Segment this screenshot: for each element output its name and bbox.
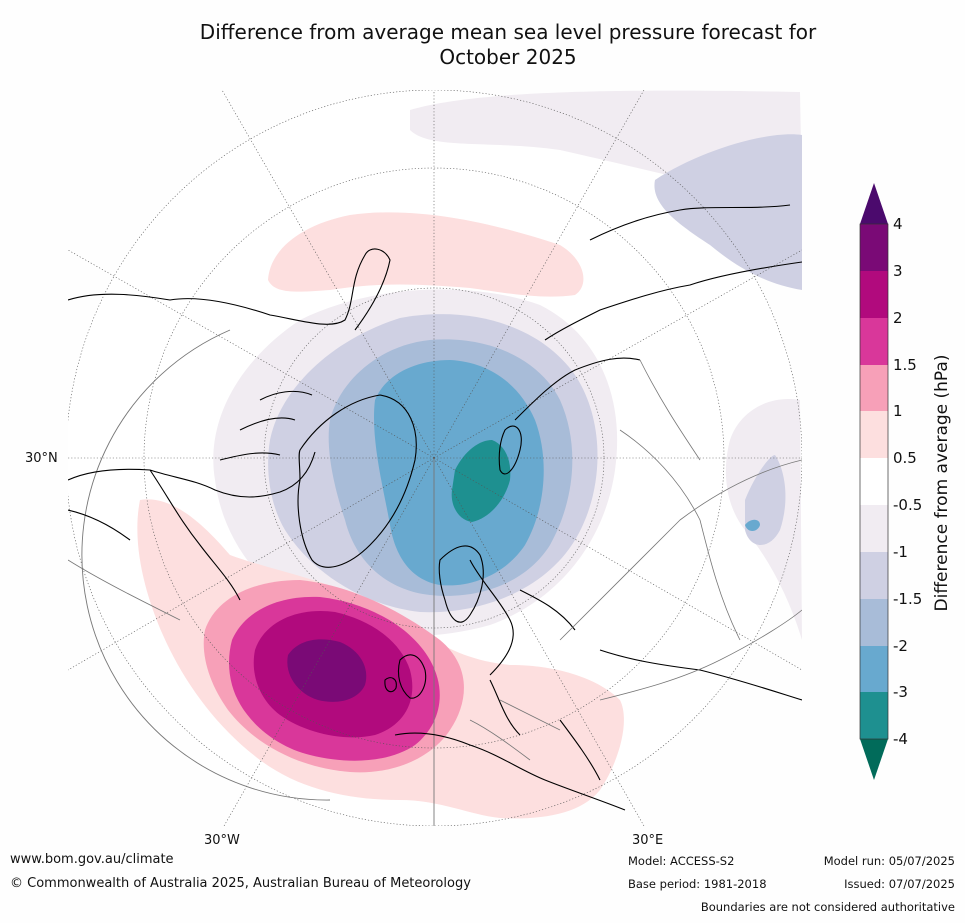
graticule xyxy=(68,90,802,826)
latitude-circle-outer xyxy=(81,329,331,801)
colorbar-tick: -2 xyxy=(893,637,908,655)
colorbar-tick: 0.5 xyxy=(893,449,917,467)
colorbar-tick: -3 xyxy=(893,683,908,701)
map-layer xyxy=(68,90,802,826)
anomaly-pos3-atlantic xyxy=(287,639,367,702)
footer-disclaimer: Boundaries are not considered authoritat… xyxy=(700,900,955,914)
coast-eurasia xyxy=(469,204,802,701)
colorbar-swatch-05-1 xyxy=(860,411,888,458)
coast-novaya-zemlya xyxy=(498,425,522,475)
coastlines xyxy=(68,204,802,811)
footer-url: www.bom.gov.au/climate xyxy=(10,852,174,867)
colorbar-tick: -4 xyxy=(893,730,908,748)
anomaly-neg1-ne xyxy=(654,134,802,290)
footer-issued: Issued: 07/07/2025 xyxy=(844,877,955,891)
colorbar-tick: -1.5 xyxy=(893,590,923,608)
title-line-1: Difference from average mean sea level p… xyxy=(199,20,817,44)
colorbar-label: Difference from average (hPa) xyxy=(932,354,952,612)
coast-canadian-archipelago xyxy=(219,390,313,461)
colorbar-tick: 4 xyxy=(893,215,903,233)
anomaly-pos05-greenland-north xyxy=(268,212,584,297)
colorbar-swatch-2-3 xyxy=(860,271,888,318)
coast-europe-south xyxy=(394,679,626,811)
colorbar-swatch-15-2 xyxy=(860,318,888,365)
latitude-label-30n: 30°N xyxy=(25,451,58,466)
colorbar-tick: 1 xyxy=(893,402,903,420)
colorbar-swatch-neg05-neg1 xyxy=(860,505,888,552)
colorbar-swatch-neutral xyxy=(860,458,888,505)
colorbar-swatch-neg3-neg4 xyxy=(860,692,888,739)
anomaly-neg2-east xyxy=(745,519,760,532)
map-title: Difference from average mean sea level p… xyxy=(120,20,896,70)
colorbar-swatch-3-4 xyxy=(860,224,888,271)
footer-model: Model: ACCESS-S2 xyxy=(628,854,735,868)
colorbar-swatch-neg2-neg3 xyxy=(860,646,888,692)
country-borders xyxy=(68,359,802,761)
longitude-label-30e: 30°E xyxy=(632,833,664,848)
title-line-2: October 2025 xyxy=(439,45,577,69)
colorbar-tick: 3 xyxy=(893,262,903,280)
longitude-label-30w: 30°W xyxy=(204,833,240,848)
colorbar-tick: -1 xyxy=(893,543,908,561)
colorbar-tick: 1.5 xyxy=(893,356,917,374)
coast-british-isles xyxy=(384,654,427,699)
footer-base-period: Base period: 1981-2018 xyxy=(628,877,767,891)
coast-north-america xyxy=(68,248,391,601)
colorbar-swatch-1-15 xyxy=(860,365,888,411)
footer-copyright: © Commonwealth of Australia 2025, Austra… xyxy=(10,876,471,891)
colorbar-swatch-neg1-neg15 xyxy=(860,552,888,599)
anomaly-neg3-polar xyxy=(451,440,511,522)
colorbar-tick: -0.5 xyxy=(893,496,923,514)
colorbar-swatch-neg15-neg2 xyxy=(860,599,888,646)
colorbar-tick: 2 xyxy=(893,309,903,327)
colorbar-arrow-top xyxy=(860,183,888,224)
colorbar xyxy=(859,183,889,780)
coast-greenland xyxy=(297,394,417,568)
colorbar-outline xyxy=(859,223,889,740)
coast-scandinavia xyxy=(438,545,484,623)
colorbar-arrow-bottom xyxy=(860,739,888,780)
footer-model-run: Model run: 05/07/2025 xyxy=(823,854,955,868)
